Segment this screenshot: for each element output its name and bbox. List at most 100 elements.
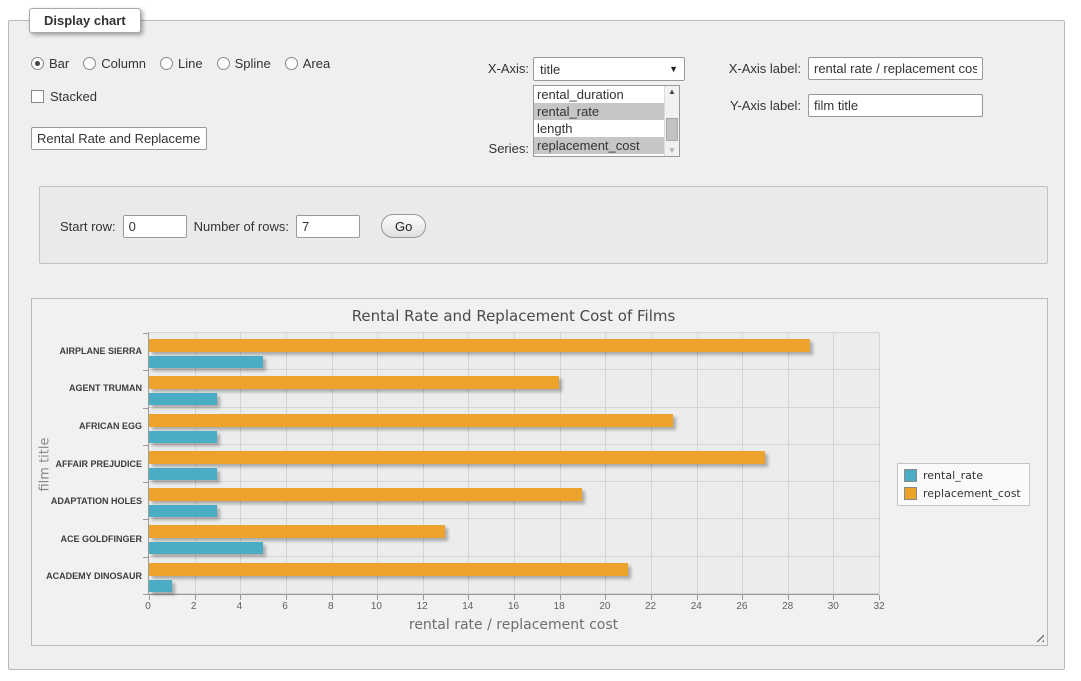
chart-type-option-column[interactable]: Column <box>83 56 146 71</box>
chart-type-option-bar[interactable]: Bar <box>31 56 69 71</box>
legend-item-rental_rate: rental_rate <box>904 469 1021 482</box>
x-tick-mark <box>833 595 834 600</box>
display-chart-fieldset: Display chart BarColumnLineSplineArea St… <box>8 20 1065 670</box>
bar-replacement_cost[interactable] <box>149 376 559 389</box>
x-tick-mark <box>879 595 880 600</box>
chart-band <box>149 333 879 370</box>
y-tick-mark <box>143 594 148 595</box>
series-option-length[interactable]: length <box>534 120 664 137</box>
rows-panel: Start row: Number of rows: Go <box>39 186 1048 264</box>
y-axis-label-input[interactable] <box>808 94 983 117</box>
x-tick-label: 8 <box>316 601 346 612</box>
bar-replacement_cost[interactable] <box>149 525 445 538</box>
bar-rental_rate[interactable] <box>149 505 217 517</box>
bar-replacement_cost[interactable] <box>149 339 810 352</box>
series-option-rental_duration[interactable]: rental_duration <box>534 86 664 103</box>
radio-icon[interactable] <box>217 57 230 70</box>
x-tick-label: 4 <box>224 601 254 612</box>
x-tick-mark <box>377 595 378 600</box>
radio-icon[interactable] <box>83 57 96 70</box>
bar-rental_rate[interactable] <box>149 393 217 405</box>
x-tick-mark <box>560 595 561 600</box>
legend-swatch <box>904 469 917 482</box>
bar-rental_rate[interactable] <box>149 580 172 592</box>
x-tick-mark <box>514 595 515 600</box>
radio-icon[interactable] <box>285 57 298 70</box>
y-tick-mark <box>143 557 148 558</box>
x-tick-mark <box>195 595 196 600</box>
scrollbar-thumb[interactable] <box>666 118 678 140</box>
legend-label: rental_rate <box>923 469 983 482</box>
bar-rental_rate[interactable] <box>149 542 263 554</box>
legend-item-replacement_cost: replacement_cost <box>904 487 1021 500</box>
category-label: AIRPLANE SIERRA <box>32 346 142 356</box>
chart-x-axis-title: rental rate / replacement cost <box>148 617 879 633</box>
radio-icon[interactable] <box>160 57 173 70</box>
fieldset-legend: Display chart <box>29 8 141 33</box>
bar-replacement_cost[interactable] <box>149 451 765 464</box>
x-tick-label: 24 <box>681 601 711 612</box>
resize-handle-icon[interactable] <box>1033 631 1044 642</box>
chart-band <box>149 482 879 519</box>
x-tick-mark <box>149 595 150 600</box>
x-tick-mark <box>651 595 652 600</box>
radio-icon[interactable] <box>31 57 44 70</box>
bar-replacement_cost[interactable] <box>149 488 582 501</box>
chart-category-labels: AIRPLANE SIERRA AGENT TRUMAN AFRICAN EGG AF… <box>32 332 142 595</box>
scrollbar[interactable]: ▲ ▼ <box>664 86 679 156</box>
chart-type-option-line[interactable]: Line <box>160 56 203 71</box>
y-axis-label-field-label: Y-Axis label: <box>691 98 801 113</box>
legend-label: replacement_cost <box>923 487 1021 500</box>
x-tick-label: 18 <box>544 601 574 612</box>
radio-label: Line <box>178 56 203 71</box>
checkbox-icon[interactable] <box>31 90 44 103</box>
x-tick-mark <box>742 595 743 600</box>
x-tick-label: 2 <box>179 601 209 612</box>
x-tick-label: 12 <box>407 601 437 612</box>
x-tick-label: 0 <box>133 601 163 612</box>
chart-type-radios: Bar Column Line Spline Area <box>31 56 330 71</box>
radio-label: Column <box>101 56 146 71</box>
chart-container: Rental Rate and Replacement Cost of Film… <box>31 298 1048 646</box>
x-axis-label-input[interactable] <box>808 57 983 80</box>
series-listbox[interactable]: rental_durationrental_ratelengthreplacem… <box>533 85 680 157</box>
bar-rental_rate[interactable] <box>149 468 217 480</box>
chart-type-option-spline[interactable]: Spline <box>217 56 271 71</box>
category-label: ACADEMY DINOSAUR <box>32 571 142 581</box>
x-tick-label: 6 <box>270 601 300 612</box>
bar-replacement_cost[interactable] <box>149 414 673 427</box>
bar-rental_rate[interactable] <box>149 431 217 443</box>
y-tick-mark <box>143 482 148 483</box>
go-button[interactable]: Go <box>381 214 426 238</box>
y-tick-mark <box>143 333 148 334</box>
number-of-rows-input[interactable] <box>296 215 360 238</box>
scroll-down-icon[interactable]: ▼ <box>665 146 679 155</box>
radio-label: Bar <box>49 56 69 71</box>
x-axis-select-label: X-Axis: <box>439 61 529 76</box>
y-tick-mark <box>143 519 148 520</box>
x-tick-mark <box>423 595 424 600</box>
x-tick-label: 22 <box>636 601 666 612</box>
legend-swatch <box>904 487 917 500</box>
category-label: AFFAIR PREJUDICE <box>32 459 142 469</box>
series-listbox-options: rental_durationrental_ratelengthreplacem… <box>534 86 664 156</box>
scroll-up-icon[interactable]: ▲ <box>665 87 679 96</box>
category-label: AGENT TRUMAN <box>32 383 142 393</box>
x-tick-mark <box>788 595 789 600</box>
stacked-checkbox-row[interactable]: Stacked <box>31 89 97 104</box>
x-axis-select[interactable]: title ▼ <box>533 57 685 81</box>
chart-x-tick-labels: 02468101214161820222426283032 <box>148 601 879 615</box>
series-option-replacement_cost[interactable]: replacement_cost <box>534 137 664 154</box>
category-label: AFRICAN EGG <box>32 421 142 431</box>
bar-replacement_cost[interactable] <box>149 563 628 576</box>
bar-rental_rate[interactable] <box>149 356 263 368</box>
x-tick-label: 14 <box>453 601 483 612</box>
start-row-input[interactable] <box>123 215 187 238</box>
chart-title-input[interactable] <box>31 127 207 150</box>
chart-type-option-area[interactable]: Area <box>285 56 330 71</box>
series-option-rental_rate[interactable]: rental_rate <box>534 103 664 120</box>
chart-band <box>149 370 879 407</box>
x-tick-label: 30 <box>818 601 848 612</box>
chart-legend: rental_rate replacement_cost <box>897 463 1030 506</box>
x-tick-mark <box>605 595 606 600</box>
